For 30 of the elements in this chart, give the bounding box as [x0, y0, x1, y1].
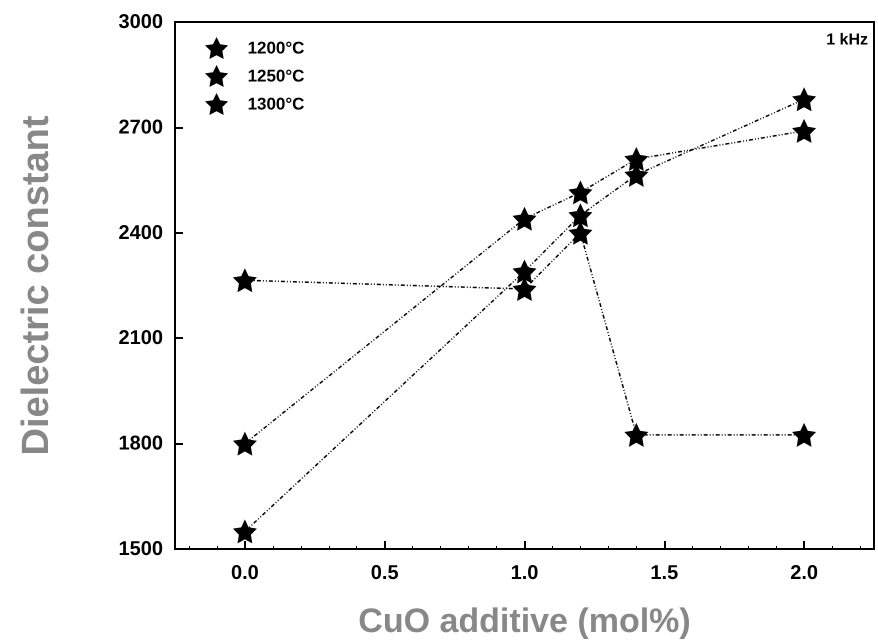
- point: [232, 432, 257, 456]
- x-tick-label: 2.0: [790, 562, 818, 584]
- y-tick-label: 2700: [118, 116, 163, 138]
- x-tick-label: 1.0: [510, 562, 538, 584]
- legend-label: 1300°C: [248, 94, 304, 114]
- point: [792, 87, 816, 112]
- point: [232, 268, 257, 292]
- point: [624, 147, 648, 172]
- x-tick-label: 0.0: [230, 562, 259, 584]
- point: [512, 259, 536, 284]
- x-tick-label: 1.5: [650, 562, 678, 584]
- point: [568, 203, 592, 228]
- x-axis-title: CuO additive (mol%): [358, 602, 691, 640]
- annotation: 1 kHz: [826, 32, 868, 48]
- legend-label: 1250°C: [248, 66, 304, 86]
- legend-label: 1200°C: [248, 38, 304, 58]
- y-tick-label: 1500: [118, 538, 163, 560]
- point: [624, 422, 648, 447]
- point: [512, 277, 536, 302]
- point: [792, 422, 816, 447]
- point: [792, 118, 816, 143]
- y-tick-label: 1800: [118, 432, 163, 455]
- point: [232, 519, 257, 544]
- point: [512, 206, 536, 231]
- y-tick-label: 3000: [118, 11, 163, 33]
- y-tick-label: 2100: [118, 327, 163, 350]
- y-tick-label: 2400: [118, 222, 163, 244]
- y-axis-title: Dielectric constant: [15, 115, 57, 456]
- x-tick-label: 0.5: [370, 562, 399, 584]
- point: [568, 180, 592, 204]
